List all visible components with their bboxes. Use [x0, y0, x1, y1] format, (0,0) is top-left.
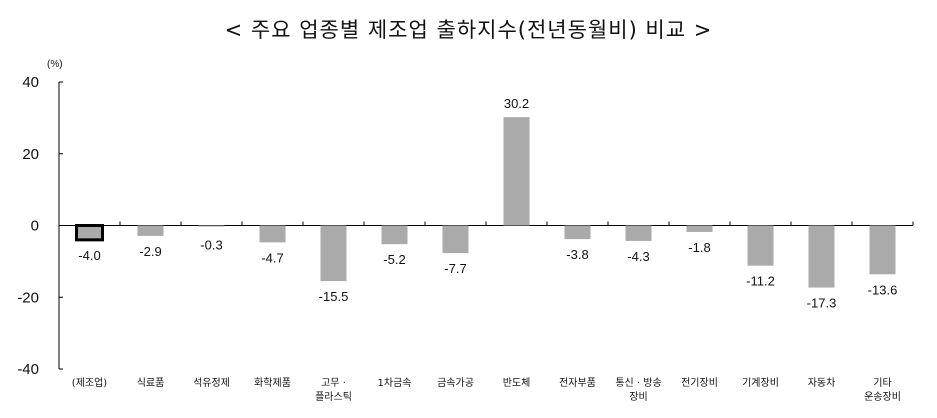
category-label: (제조업): [72, 376, 108, 389]
data-label: -15.5: [319, 289, 349, 304]
data-label: -1.8: [688, 240, 710, 255]
category-label: 전기장비: [681, 377, 718, 389]
category-label: 금속가공: [437, 377, 474, 389]
bar: [869, 225, 896, 275]
category-label: 고무 ·: [321, 378, 346, 389]
category-label: 운송장비: [864, 391, 901, 403]
chart-axes: 40 20 0 -20 -40 (%): [17, 59, 914, 378]
chart-title: < 주요 업종별 제조업 출하지수(전년동월비) 비교 >: [224, 18, 713, 42]
bar: [625, 225, 652, 241]
y-tick-label: -20: [17, 289, 39, 306]
category-label: 기타: [873, 377, 891, 389]
category-label: 통신 · 방송: [615, 377, 661, 389]
data-labels: -4.0 -2.9 -0.3 -4.7 -15.5 -5.2 -7.7 30.2 -3.8 -4.…: [78, 96, 897, 310]
bar: [442, 225, 469, 254]
data-label: 30.2: [504, 96, 529, 111]
y-tick-label: 0: [31, 218, 39, 235]
data-label: -0.3: [200, 238, 222, 253]
category-labels: (제조업) 식료품 석유정제 화학제품 고무 · 플라스틱 1차금속 금속가공 반도체 전자부품 통…: [72, 376, 901, 403]
data-label: -4.3: [627, 249, 649, 264]
bar: [259, 225, 286, 243]
data-label: -5.2: [383, 252, 405, 267]
y-unit-label: (%): [47, 59, 63, 70]
data-label: -7.7: [444, 261, 466, 276]
y-tick-label: 40: [22, 74, 39, 91]
bar: [686, 225, 713, 232]
bar-series: [75, 117, 896, 288]
bar: [320, 225, 347, 282]
bar: [747, 225, 774, 266]
bar: [564, 225, 591, 240]
y-tick-label: -40: [17, 361, 39, 378]
category-label: 화학제품: [254, 377, 291, 389]
bar: [381, 225, 408, 245]
bar: [808, 225, 835, 288]
bar: [198, 225, 225, 227]
data-label: -2.9: [139, 244, 161, 259]
category-label: 플라스틱: [315, 391, 352, 403]
data-label: -11.2: [746, 274, 775, 289]
data-label: -4.7: [261, 250, 283, 265]
category-label: 석유정제: [193, 377, 230, 389]
category-label: 기계장비: [742, 377, 779, 389]
category-label: 반도체: [503, 377, 531, 389]
category-label: 1차금속: [378, 377, 412, 389]
data-label: -3.8: [566, 247, 588, 262]
category-label: 자동차: [808, 377, 836, 389]
category-label: 전자부품: [559, 377, 596, 389]
bar: [137, 225, 164, 236]
category-label: 장비: [629, 391, 647, 403]
category-label: 식료품: [137, 377, 165, 389]
y-tick-label: 20: [22, 146, 39, 163]
data-label: -17.3: [807, 296, 837, 311]
bar: [503, 117, 530, 226]
data-label: -13.6: [868, 282, 898, 297]
data-label: -4.0: [78, 248, 100, 263]
bar-highlight: [75, 224, 104, 242]
